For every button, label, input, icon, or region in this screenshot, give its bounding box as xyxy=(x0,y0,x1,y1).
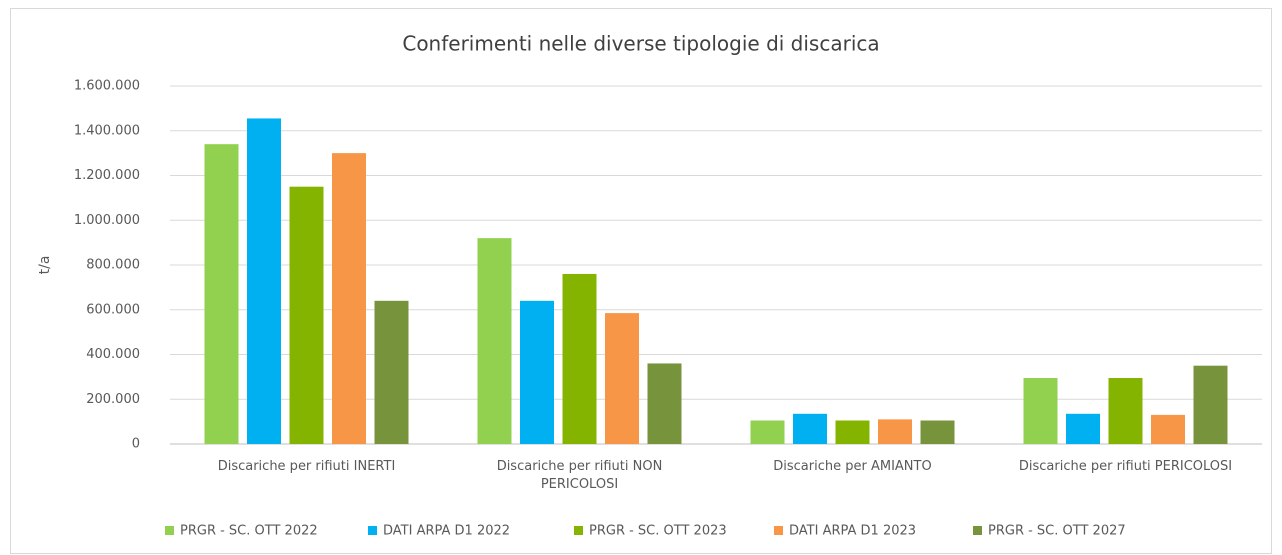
legend-swatch xyxy=(368,526,377,535)
bar xyxy=(878,419,912,444)
bar xyxy=(920,420,955,444)
y-tick-label: 1.000.000 xyxy=(74,213,140,228)
y-tick-label: 400.000 xyxy=(86,347,140,362)
legend-swatch xyxy=(774,526,783,535)
bar xyxy=(562,273,597,444)
y-tick-label: 0 xyxy=(132,437,140,452)
bar xyxy=(374,300,409,444)
bar xyxy=(793,413,827,444)
y-tick-label: 1.400.000 xyxy=(74,123,140,138)
legend-label: DATI ARPA D1 2023 xyxy=(789,524,916,539)
bar xyxy=(1193,365,1228,444)
bar xyxy=(289,186,324,444)
y-tick-label: 1.600.000 xyxy=(74,79,140,94)
x-tick-label: Discariche per AMIANTO xyxy=(773,459,932,474)
legend-swatch xyxy=(574,526,583,535)
bar xyxy=(1066,413,1100,444)
x-tick-label: Discariche per rifiuti NON PERICOLOSI xyxy=(496,459,663,492)
y-tick-label: 800.000 xyxy=(86,258,140,273)
bar xyxy=(332,153,366,444)
bar xyxy=(477,238,512,444)
x-tick-label-box: Discariche per AMIANTO xyxy=(773,459,932,474)
bar xyxy=(1108,377,1143,444)
x-tick-label-box: Discariche per rifiuti PERICOLOSI xyxy=(1018,459,1233,474)
x-tick-label-box: Discariche per rifiuti INERTI xyxy=(217,459,396,474)
chart-title: Conferimenti nelle diverse tipologie di … xyxy=(402,32,879,56)
legend-swatch xyxy=(165,526,174,535)
bar xyxy=(605,313,639,444)
bar xyxy=(647,363,682,444)
legend-swatch xyxy=(973,526,982,535)
legend-label: PRGR - SC. OTT 2023 xyxy=(589,524,727,539)
y-tick-label: 600.000 xyxy=(86,302,140,317)
bar xyxy=(1151,414,1185,444)
legend-label: DATI ARPA D1 2022 xyxy=(383,524,510,539)
bar xyxy=(1023,377,1058,444)
bar xyxy=(750,420,785,444)
legend-label: PRGR - SC. OTT 2027 xyxy=(988,524,1126,539)
y-tick-label: 1.200.000 xyxy=(74,168,140,183)
y-tick-label: 200.000 xyxy=(86,392,140,407)
x-tick-label: Discariche per rifiuti PERICOLOSI xyxy=(1018,459,1233,474)
bar xyxy=(835,420,870,444)
bar xyxy=(204,144,239,445)
x-tick-label-box: Discariche per rifiuti NON PERICOLOSI xyxy=(496,459,663,492)
x-tick-label: Discariche per rifiuti INERTI xyxy=(217,459,396,474)
y-axis-label: t/a xyxy=(37,256,53,275)
bar xyxy=(520,300,554,444)
bar xyxy=(247,118,281,444)
legend-label: PRGR - SC. OTT 2022 xyxy=(180,524,318,539)
